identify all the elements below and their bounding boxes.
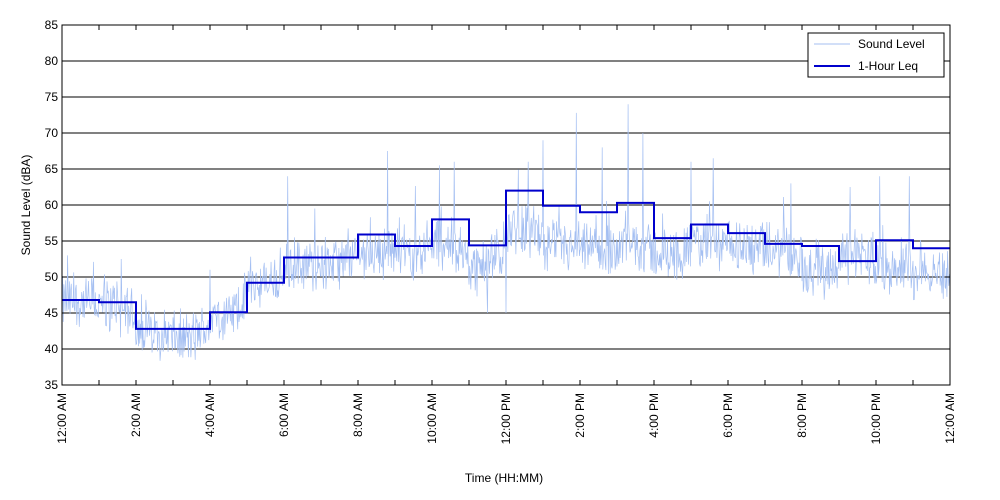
- axis-ticks: [61, 24, 951, 386]
- y-tick-label: 35: [45, 378, 59, 392]
- x-tick-label: 6:00 AM: [277, 393, 291, 437]
- x-tick-label: 4:00 PM: [647, 393, 661, 438]
- x-tick-label: 4:00 AM: [203, 393, 217, 437]
- x-tick-labels: 12:00 AM 2:00 AM 4:00 AM 6:00 AM 8:00 AM 10:0…: [55, 393, 957, 444]
- x-axis-label: Time (HH:MM): [465, 471, 543, 485]
- series-layer: [61, 104, 951, 361]
- legend-label-sound-level: Sound Level: [858, 37, 925, 51]
- y-tick-label: 50: [45, 270, 59, 284]
- x-tick-label: 8:00 AM: [351, 393, 365, 437]
- x-tick-label: 8:00 PM: [795, 393, 809, 438]
- legend-box: [807, 32, 945, 78]
- x-tick-label: 10:00 PM: [869, 393, 883, 444]
- y-tick-label: 60: [45, 198, 59, 212]
- legend-label-1-hour-leq: 1-Hour Leq: [858, 59, 918, 73]
- x-tick-label: 2:00 AM: [129, 393, 143, 437]
- plot-area: [61, 24, 951, 386]
- series-sound-level: [61, 104, 951, 361]
- x-tick-label: 12:00 AM: [55, 393, 69, 444]
- series-1-hour-leq: [62, 189, 950, 330]
- x-tick-label: 12:00 PM: [499, 393, 513, 444]
- x-tick-label: 10:00 AM: [425, 393, 439, 444]
- x-tick-label: 6:00 PM: [721, 393, 735, 438]
- legend: Sound Level 1-Hour Leq: [807, 32, 945, 78]
- y-tick-labels: 35 40 45 50 55 60 65 70 75 80 85: [45, 18, 59, 392]
- y-tick-label: 80: [45, 54, 59, 68]
- y-tick-label: 70: [45, 126, 59, 140]
- x-tick-label: 12:00 AM: [943, 393, 957, 444]
- y-tick-label: 85: [45, 18, 59, 32]
- y-axis-label: Sound Level (dBA): [19, 155, 33, 256]
- y-tick-label: 75: [45, 90, 59, 104]
- y-tick-label: 65: [45, 162, 59, 176]
- y-tick-label: 40: [45, 342, 59, 356]
- x-tick-label: 2:00 PM: [573, 393, 587, 438]
- y-tick-label: 45: [45, 306, 59, 320]
- y-tick-label: 55: [45, 234, 59, 248]
